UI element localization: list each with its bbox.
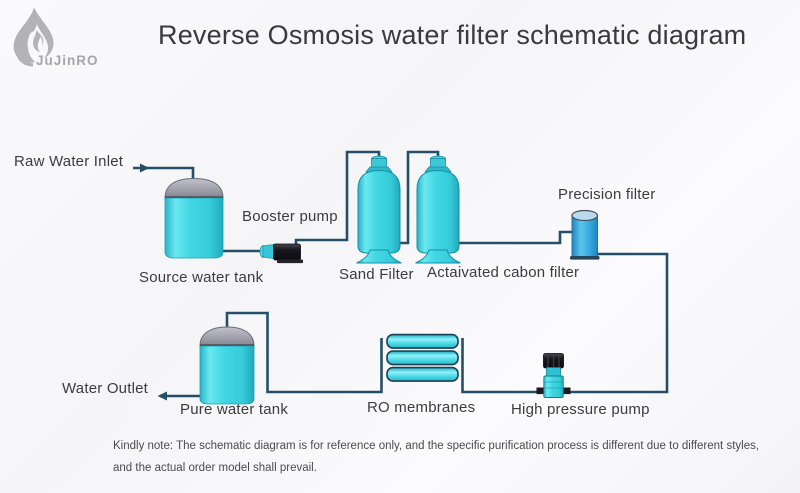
label-source-water-tank: Source water tank [139,269,264,286]
pipe-ro-to-pure-tank [225,311,383,394]
ro-membranes-vessels [386,333,459,382]
pure-water-tank-vessel [199,326,255,405]
page-title: Reverse Osmosis water filter schematic d… [158,20,747,50]
disclaimer-line-2: and the actual order model shall prevail… [113,462,317,474]
disclaimer-note: Kindly note: The schematic diagram is fo… [113,435,773,479]
source-water-tank [164,177,224,259]
pipes [133,150,669,401]
label-high-pressure-pump: High pressure pump [511,401,650,418]
pipe-booster-to-sand [294,150,381,246]
label-raw-water-inlet: Raw Water Inlet [14,153,124,170]
precision-filter-vessel [570,209,600,260]
activated-carbon-filter-vessel [415,155,461,264]
label-sand-filter: Sand Filter [339,266,414,283]
sand-filter-vessel [356,155,402,264]
label-ro-membranes: RO membranes [367,399,476,416]
disclaimer-line-1: Kindly note: The schematic diagram is fo… [113,440,760,452]
booster-pump [259,243,303,264]
high-pressure-pump-device [536,353,571,398]
pipe-carbon-to-precision [458,230,573,245]
outlet-arrow-icon [157,391,167,401]
brand-flame-icon [13,7,54,67]
brand-name: JuJinRO [36,53,99,68]
pipe-sand-to-carbon [400,150,440,245]
label-water-outlet: Water Outlet [62,380,149,397]
pipe-precision-to-hp-pump [566,252,669,394]
label-activated-carbon-filter: Actaivated cabon filter [427,264,580,281]
pipe-hp-pump-to-ro [461,338,545,394]
inlet-arrow-icon [140,163,150,173]
label-booster-pump: Booster pump [242,208,338,225]
label-pure-water-tank: Pure water tank [180,401,289,418]
label-precision-filter: Precision filter [558,186,656,203]
